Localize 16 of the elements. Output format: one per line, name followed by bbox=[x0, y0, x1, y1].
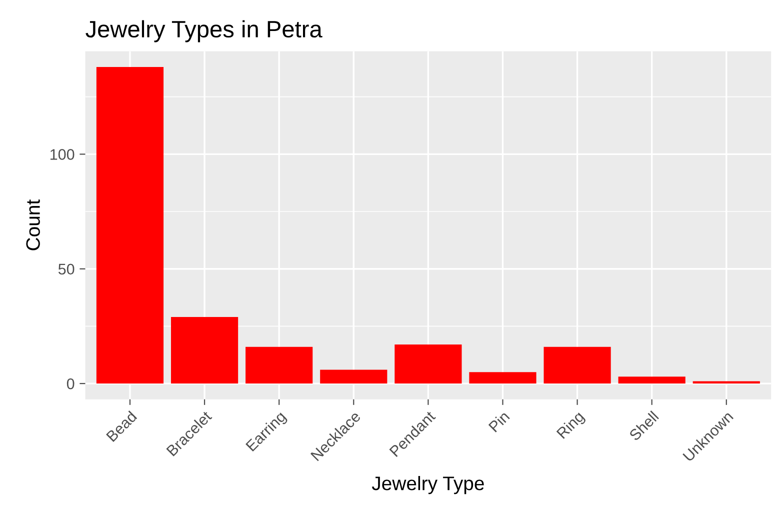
y-axis-title: Count bbox=[26, 199, 40, 250]
bar bbox=[692, 381, 760, 384]
bar bbox=[469, 372, 536, 384]
x-tick-label: Pin bbox=[488, 410, 510, 432]
bar bbox=[320, 370, 388, 384]
chart-title: Jewelry Types in Petra bbox=[86, 20, 322, 42]
bar bbox=[618, 376, 686, 384]
y-tick-label: 0 bbox=[66, 378, 74, 390]
bar bbox=[246, 346, 313, 384]
y-tick-label: 50 bbox=[58, 264, 74, 275]
bar bbox=[170, 317, 238, 384]
bar bbox=[544, 346, 611, 384]
bar bbox=[394, 344, 462, 384]
bar bbox=[96, 67, 164, 384]
x-axis-title: Jewelry Type bbox=[372, 476, 484, 494]
y-tick-label: 100 bbox=[50, 149, 74, 160]
